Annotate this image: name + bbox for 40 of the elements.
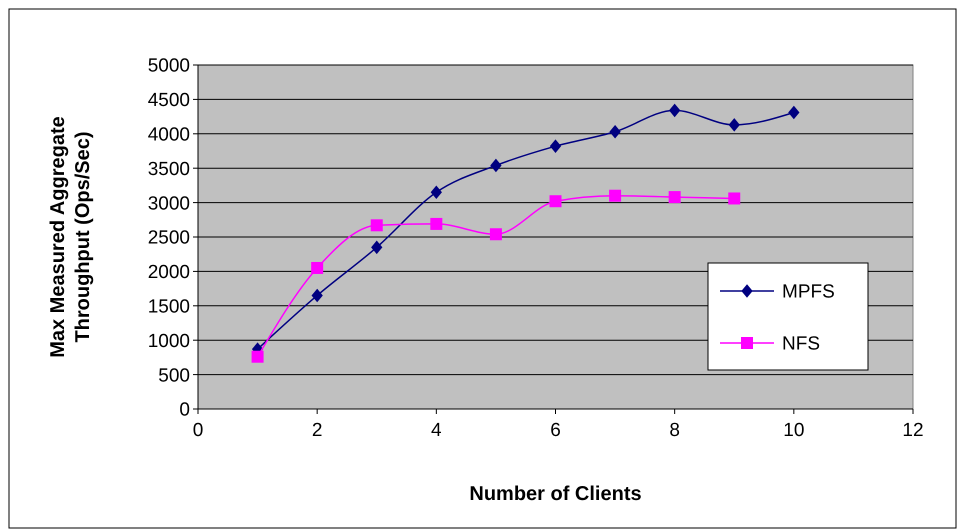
point [788, 106, 800, 119]
x-tick-label: 10 [783, 420, 804, 441]
x-tick-label: 4 [431, 420, 442, 441]
point [668, 191, 681, 204]
x-tick-label: 12 [902, 420, 924, 441]
point [490, 158, 502, 172]
x-axis-title: Number of Clients [469, 483, 642, 505]
y-tick-label: 3000 [148, 193, 190, 214]
y-axis-title: Max Measured Aggregate Throughput (Ops/Sec) [47, 116, 94, 358]
legend-label: NFS [782, 334, 820, 355]
point [669, 104, 680, 117]
y-tick-label: 4000 [148, 124, 190, 146]
y-tick-label: 4500 [148, 90, 190, 112]
point [550, 195, 562, 208]
y-tick-label: 5000 [148, 56, 190, 77]
y-tick-label: 2000 [148, 262, 190, 284]
point [728, 118, 740, 132]
point [371, 240, 382, 254]
y-tick-label: 1500 [148, 296, 190, 318]
legend-label: MPFS [782, 282, 835, 303]
point [311, 262, 324, 274]
x-tick-label: 2 [312, 420, 322, 441]
x-tick-label: 0 [192, 420, 204, 441]
y-tick-label: 500 [158, 365, 190, 386]
point [728, 192, 740, 204]
x-tick-label: 8 [669, 420, 680, 441]
point [610, 125, 621, 138]
point [609, 190, 622, 202]
point [490, 228, 502, 240]
point [252, 350, 264, 363]
point [550, 140, 561, 153]
point [312, 288, 323, 302]
y-tick-label: 1000 [148, 330, 190, 352]
y-tick-label: 3500 [148, 158, 190, 180]
y-tick-label: 2500 [148, 228, 190, 249]
x-tick-label: 6 [550, 420, 561, 441]
y-tick-label: 0 [179, 400, 190, 421]
point [430, 218, 442, 230]
point [370, 219, 383, 232]
point [430, 186, 442, 199]
